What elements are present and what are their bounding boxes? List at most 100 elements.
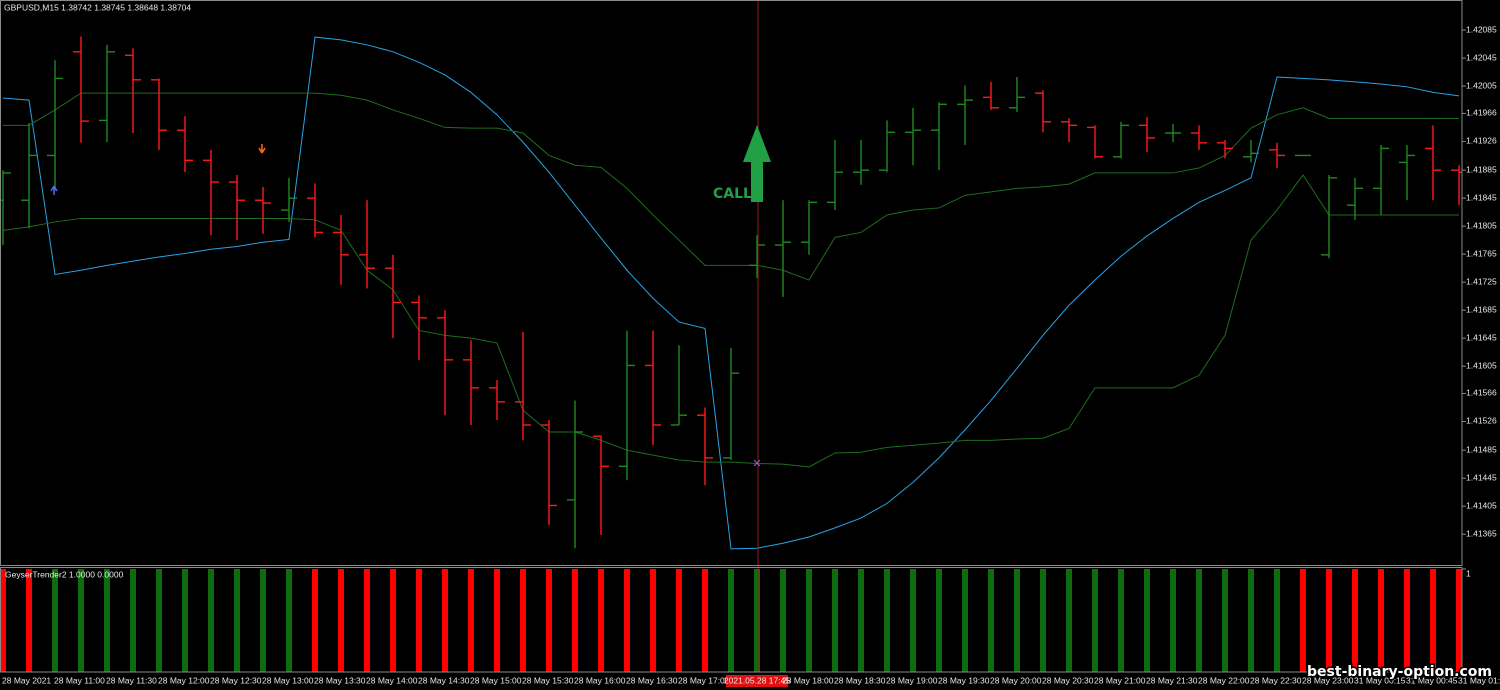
- x-tick-label: 28 May 18:00: [782, 675, 834, 685]
- histogram-bar: [286, 569, 292, 672]
- indicator-plot: [0, 569, 1462, 672]
- x-tick-label: 28 May 15:00: [470, 675, 522, 685]
- x-tick-label: 28 May 19:30: [938, 675, 990, 685]
- histogram-bar: [806, 569, 812, 672]
- histogram-bar: [338, 569, 344, 672]
- x-tick-label: 31 May 00:45: [1406, 675, 1458, 685]
- signal-arrow-up: [50, 185, 58, 195]
- cursor-time-label: 2021.05.28 17:45: [724, 675, 790, 685]
- y-tick-label: 1.41966: [1466, 108, 1497, 118]
- y-tick-label: 1.41805: [1466, 220, 1497, 230]
- histogram-bar: [156, 569, 162, 672]
- histogram-bar: [442, 569, 448, 672]
- histogram-bar: [416, 569, 422, 672]
- histogram-bar: [728, 569, 734, 672]
- x-tick-label: 28 May 14:00: [366, 675, 418, 685]
- x-tick-label: 28 May 2021: [2, 675, 51, 685]
- histogram-bar: [780, 569, 786, 672]
- x-tick-label: 28 May 20:00: [990, 675, 1042, 685]
- histogram-bar: [494, 569, 500, 672]
- histogram-bar: [754, 569, 760, 672]
- indicator-line: [2, 174, 1459, 468]
- histogram-bar: [962, 569, 968, 672]
- histogram-bar: [130, 569, 136, 672]
- histogram-bar: [26, 569, 32, 672]
- histogram-bar: [1430, 569, 1436, 672]
- main-panel-border: [0, 0, 1463, 566]
- histogram-bar: [234, 569, 240, 672]
- y-tick-label: 1.41485: [1466, 444, 1497, 454]
- signal-arrow-down: [258, 144, 266, 154]
- histogram-bar: [1144, 569, 1150, 672]
- y-tick-label: 1: [1466, 568, 1471, 578]
- x-tick-label: 28 May 21:30: [1146, 675, 1198, 685]
- histogram-bar: [312, 569, 318, 672]
- x-tick-label: 28 May 14:30: [418, 675, 470, 685]
- y-tick-label: 1.41566: [1466, 388, 1497, 398]
- x-tick-label: 31 May 00:15: [1354, 675, 1406, 685]
- watermark: best-binary-option.com: [1307, 664, 1492, 680]
- x-tick-label: 28 May 11:00: [54, 675, 105, 685]
- x-tick-label: 28 May 16:30: [626, 675, 678, 685]
- histogram-bar: [182, 569, 188, 672]
- x-tick-label: 28 May 11:30: [106, 675, 157, 685]
- histogram-bar: [208, 569, 214, 672]
- indicator-line: [2, 36, 1460, 550]
- histogram-bar: [520, 569, 526, 672]
- y-tick-label: 1.41645: [1466, 332, 1497, 342]
- y-tick-label: 1.41685: [1466, 304, 1497, 314]
- histogram-bar: [1222, 569, 1228, 672]
- histogram-bar: [988, 569, 994, 672]
- histogram-bar: [1456, 569, 1462, 672]
- indicator-panel-border: [0, 567, 1463, 673]
- x-tick-label: 28 May 16:00: [574, 675, 626, 685]
- x-tick-label: 28 May 12:00: [158, 675, 210, 685]
- y-tick-label: 1.41526: [1466, 416, 1497, 426]
- histogram-bar: [1066, 569, 1072, 672]
- histogram-bar: [676, 569, 682, 672]
- histogram-bar: [1274, 569, 1280, 672]
- histogram-bar: [1196, 569, 1202, 672]
- histogram-bar: [0, 569, 6, 672]
- histogram-bar: [546, 569, 552, 672]
- histogram-bar: [1014, 569, 1020, 672]
- indicator-line: [3, 92, 1459, 281]
- x-tick-label: 28 May 19:00: [886, 675, 938, 685]
- histogram-bar: [78, 569, 84, 672]
- histogram-bar: [1404, 569, 1410, 672]
- y-tick-label: 1.41365: [1466, 528, 1497, 538]
- histogram-bar: [104, 569, 110, 672]
- histogram-bar: [910, 569, 916, 672]
- y-tick-label: 1.41765: [1466, 248, 1497, 258]
- histogram-bar: [624, 569, 630, 672]
- histogram-bar: [1378, 569, 1384, 672]
- x-tick-label: 28 May 22:00: [1198, 675, 1250, 685]
- histogram-bar: [702, 569, 708, 672]
- symbol-header: GBPUSD,M15 1.38742 1.38745 1.38648 1.387…: [4, 2, 191, 12]
- histogram-bar: [884, 569, 890, 672]
- x-tick-label: 28 May 18:30: [834, 675, 886, 685]
- call-arrow: [743, 125, 771, 202]
- y-tick-label: 1.42085: [1466, 24, 1497, 34]
- histogram-bar: [832, 569, 838, 672]
- price-plot: [0, 36, 1462, 550]
- histogram-bar: [1040, 569, 1046, 672]
- histogram-bar: [1352, 569, 1358, 672]
- histogram-bar: [52, 569, 58, 672]
- histogram-bar: [1248, 569, 1254, 672]
- histogram-bar: [364, 569, 370, 672]
- x-tick-label: 28 May 21:00: [1094, 675, 1146, 685]
- call-label: CALL: [713, 186, 752, 202]
- y-tick-label: 1.42005: [1466, 80, 1497, 90]
- y-tick-label: 1.41845: [1466, 192, 1497, 202]
- x-tick-label: 28 May 15:30: [522, 675, 574, 685]
- x-tick-label: 28 May 13:30: [314, 675, 366, 685]
- indicator-title: GeyserTrender2 1.0000 0.0000: [5, 569, 124, 579]
- y-tick-label: 1.42045: [1466, 52, 1497, 62]
- y-tick-label: 1.41885: [1466, 164, 1497, 174]
- y-tick-label: 1.41725: [1466, 276, 1497, 286]
- x-tick-label: 28 May 23:00: [1302, 675, 1354, 685]
- histogram-bar: [1118, 569, 1124, 672]
